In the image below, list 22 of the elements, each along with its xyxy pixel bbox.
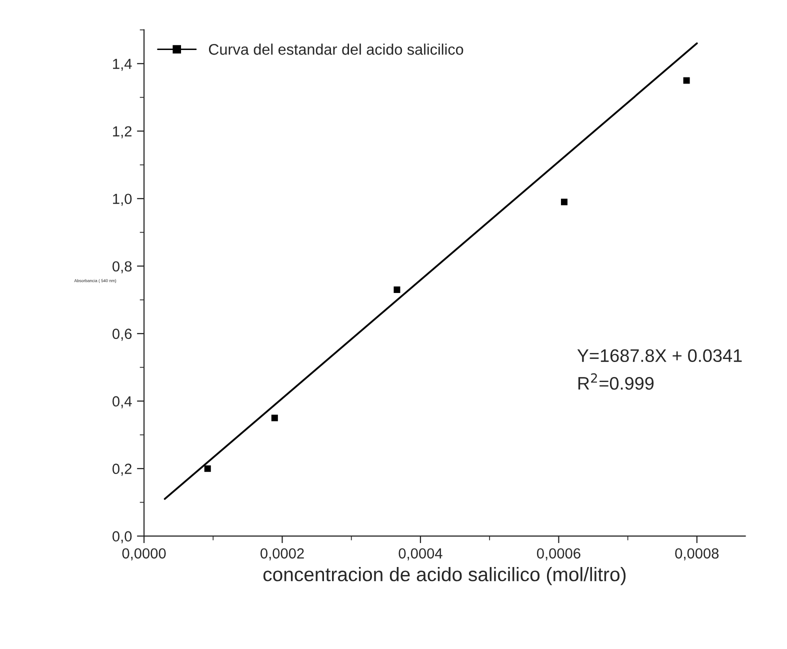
point [683,77,690,84]
y-tick-label: 0,8 [112,261,132,274]
y-tick-label: 0,2 [112,464,132,476]
x-tick-label: 0,0002 [260,548,304,560]
y-tick-label: 1,4 [113,58,132,71]
y-tick-label: 1,0 [113,194,132,206]
x-tick-label: 0,0000 [122,548,166,560]
x-axis-title: concentracion de acido salicilico (mol/litro) [263,567,626,586]
annotation: Y=1687.8X + 0.0341 [577,349,742,362]
x-tick-label: 0,0008 [675,548,719,560]
point [560,198,568,206]
y-tick-label: 0,6 [112,328,132,341]
point [394,286,400,293]
x-tick-label: 0,0006 [536,548,580,560]
legend-label: Curva del estandar del acido salicilico [208,44,464,55]
annotation: R$^{2}$=0.999 [578,373,654,390]
point [204,465,211,472]
point [271,414,278,422]
y-tick-label: 0,4 [112,396,132,408]
x-tick-label: 0,0004 [398,548,442,560]
y-tick-label: 0,0 [112,531,132,544]
y-tick-label: 1,2 [113,126,132,138]
